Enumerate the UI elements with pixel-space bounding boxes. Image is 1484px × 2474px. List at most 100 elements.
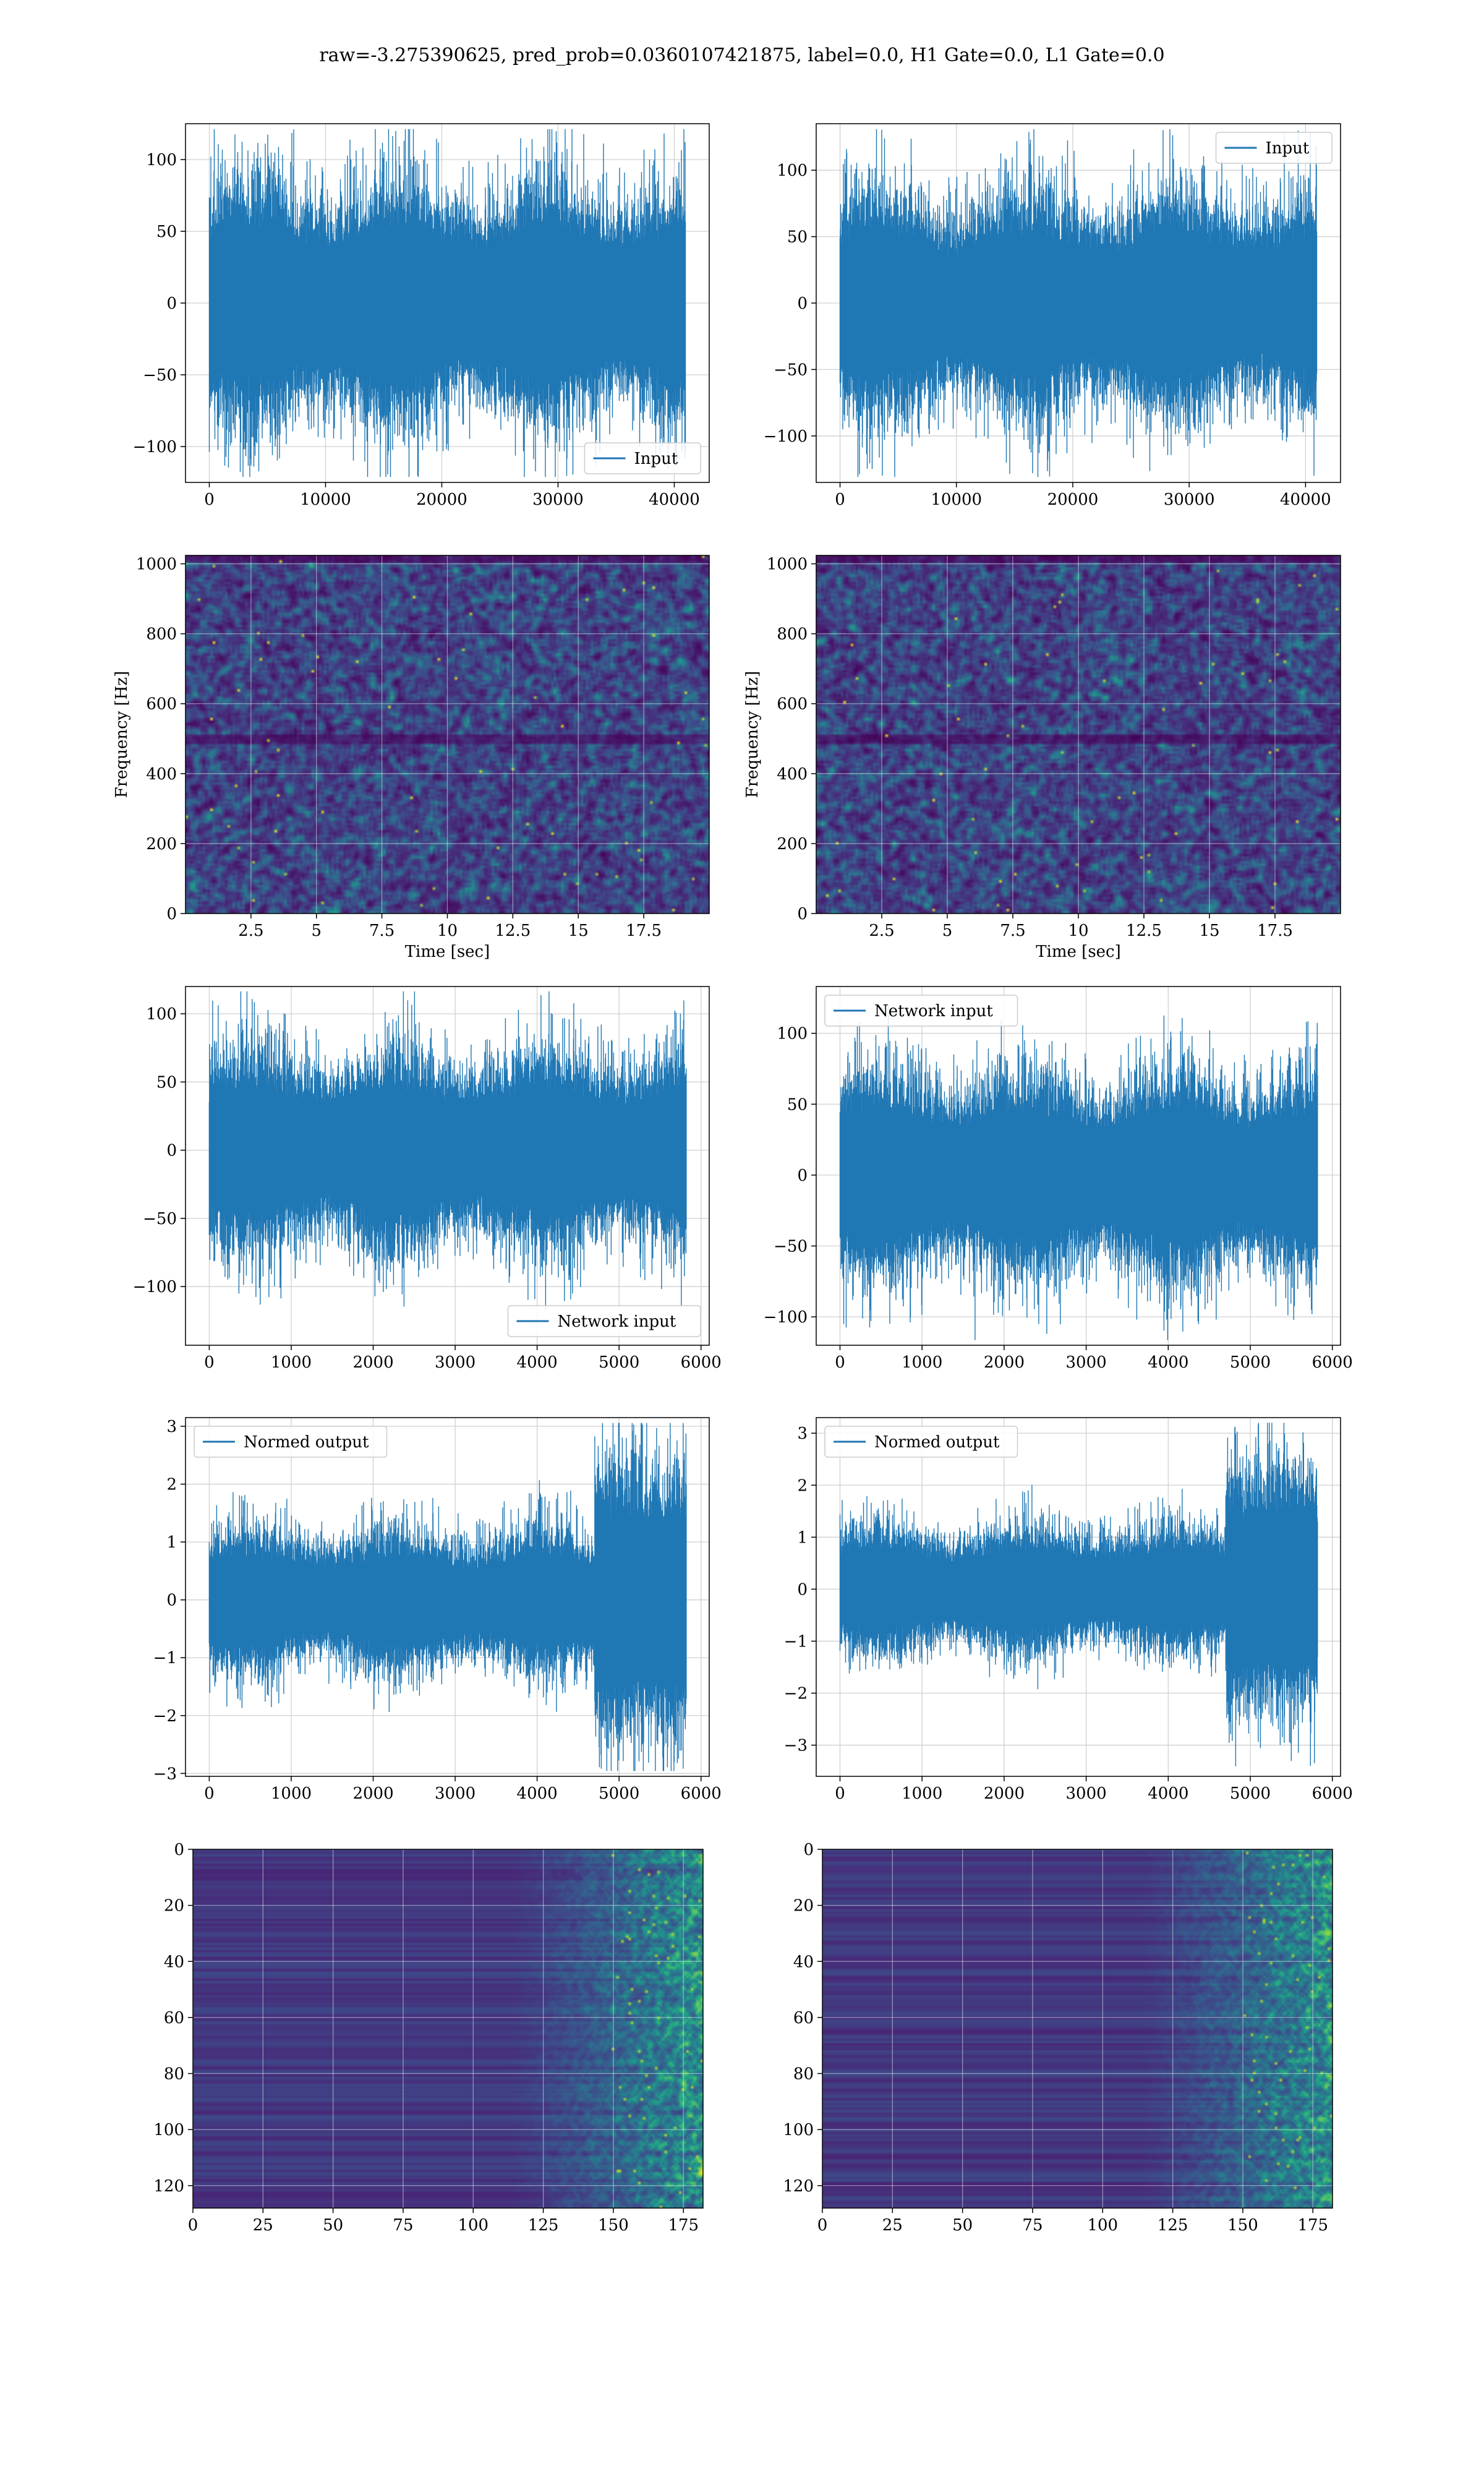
legend-box [824,1426,1018,1458]
x-tick-label: 125 [1158,2216,1188,2235]
y-tick-label: −50 [143,366,177,385]
x-tick-label: 4000 [1148,1353,1188,1372]
x-tick-label: 2.5 [869,922,894,940]
y-tick-label: 200 [146,835,177,854]
x-tick-label: 4000 [1148,1784,1188,1803]
y-tick-label: 3 [797,1424,808,1443]
legend: Network input [507,1305,701,1337]
y-tick-label: 0 [797,1580,808,1599]
y-tick-label: 0 [166,1591,177,1610]
chart-feat-h1: 0 25 50 75 100 125 150 175 0 20 40 60 80 100 120 [153,1841,704,2235]
y-tick-label: −2 [153,1707,177,1726]
x-tick-label: 17.5 [1257,922,1293,940]
chart-net-l1: 0 1000 2000 3000 4000 5000 6000 −100 −50 0 50 100 Ne… [764,986,1353,1372]
y-tick-label: 50 [156,223,177,241]
x-tick-label: 30000 [532,490,584,509]
x-tick-label: 75 [1022,2216,1043,2235]
y-tick-label: 2 [797,1476,808,1495]
y-tick-label: 200 [777,835,808,854]
x-tick-label: 0 [204,1353,215,1372]
x-tick-label: 5 [942,922,953,940]
y-tick-label: 0 [797,294,808,313]
x-tick-label: 3000 [1066,1784,1107,1803]
series-line-net-l1 [839,1004,1318,1340]
series-line-net-h1 [208,991,687,1311]
y-tick-label: 100 [783,2121,814,2139]
x-tick-label: 0 [188,2216,198,2235]
y-tick-label: −1 [153,1649,177,1667]
x-tick-label: 175 [668,2216,699,2235]
y-tick-label: 1 [797,1528,808,1547]
x-tick-label: 25 [253,2216,273,2235]
series-line-input-l1 [839,129,1318,477]
x-tick-label: 2000 [352,1784,393,1803]
chart-input-l1: 0 10000 20000 30000 40000 −100 −50 0 50 100 Input [764,123,1341,509]
y-tick-label: 50 [156,1073,177,1092]
x-tick-label: 10000 [931,490,982,509]
x-tick-label: 5000 [1230,1353,1271,1372]
legend-label: Input [1266,139,1310,158]
y-tick-label: 0 [803,1841,814,1859]
legend-label: Input [634,450,678,468]
legend-label: Network input [558,1312,676,1331]
y-tick-label: 800 [146,625,177,644]
x-tick-label: 2.5 [238,922,263,940]
legend: Input [584,442,701,474]
chart-norm-h1: 0 1000 2000 3000 4000 5000 6000 −3 −2 −1 0 1 2 3 Norme… [153,1417,722,1803]
axes-frame [822,1849,1333,2209]
series-line-norm-l1 [839,1423,1318,1766]
heatmap-image-spec-l1 [816,555,1341,914]
legend-box [824,995,1018,1027]
x-tick-label: 6000 [681,1784,722,1803]
x-tick-label: 10 [437,922,458,940]
x-tick-label: 100 [1087,2216,1118,2235]
y-tick-label: 40 [164,1953,184,1971]
legend: Input [1215,132,1333,164]
x-tick-label: 15 [1199,922,1219,940]
x-tick-label: 2000 [984,1784,1025,1803]
x-axis-label: Time [sec] [405,943,490,961]
x-tick-label: 150 [1227,2216,1258,2235]
y-tick-label: 20 [793,1897,814,1915]
x-tick-label: 100 [458,2216,488,2235]
x-tick-label: 0 [204,490,215,509]
y-tick-label: 0 [166,294,177,313]
y-tick-label: 0 [797,905,808,923]
x-tick-label: 2000 [352,1353,393,1372]
y-tick-label: 120 [783,2177,814,2196]
y-tick-label: 2 [166,1476,177,1494]
axes-frame [192,1849,704,2209]
legend-label: Network input [874,1002,993,1021]
y-tick-label: −100 [764,427,808,446]
x-tick-label: 10 [1068,922,1088,940]
heatmap-image-feat-l1 [822,1849,1333,2208]
y-tick-label: −50 [774,1238,808,1256]
figure-title: raw=-3.275390625, pred_prob=0.0360107421… [319,45,1165,66]
y-tick-label: 120 [153,2177,184,2196]
x-tick-label: 5000 [599,1784,639,1803]
x-tick-label: 1000 [271,1353,312,1372]
y-tick-label: 0 [166,1142,177,1160]
x-tick-label: 20000 [416,490,467,509]
x-tick-label: 175 [1297,2216,1328,2235]
y-tick-label: 400 [146,765,177,784]
legend: Normed output [824,1426,1018,1458]
x-tick-label: 6000 [1312,1784,1353,1803]
x-tick-label: 50 [323,2216,343,2235]
y-tick-label: 100 [777,1025,808,1043]
y-tick-label: 0 [174,1841,184,1859]
y-tick-label: 600 [146,695,177,714]
y-tick-label: 800 [777,625,808,644]
x-tick-label: 10000 [300,490,351,509]
legend-box [194,1426,388,1458]
x-tick-label: 5000 [599,1353,639,1372]
chart-input-h1: 0 10000 20000 30000 40000 −100 −50 0 50 100 Input [133,123,710,509]
chart-spec-l1: 2.5 5 7.5 10 12.5 15 17.5 0 200 400 600 800 1000 Time… [743,555,1341,961]
y-tick-label: 60 [164,2009,184,2027]
y-tick-label: −100 [133,1278,177,1296]
x-tick-label: 4000 [517,1353,558,1372]
x-tick-label: 0 [835,490,845,509]
y-tick-label: −50 [143,1210,177,1228]
legend-label: Normed output [874,1433,1000,1452]
x-tick-label: 15 [568,922,589,940]
